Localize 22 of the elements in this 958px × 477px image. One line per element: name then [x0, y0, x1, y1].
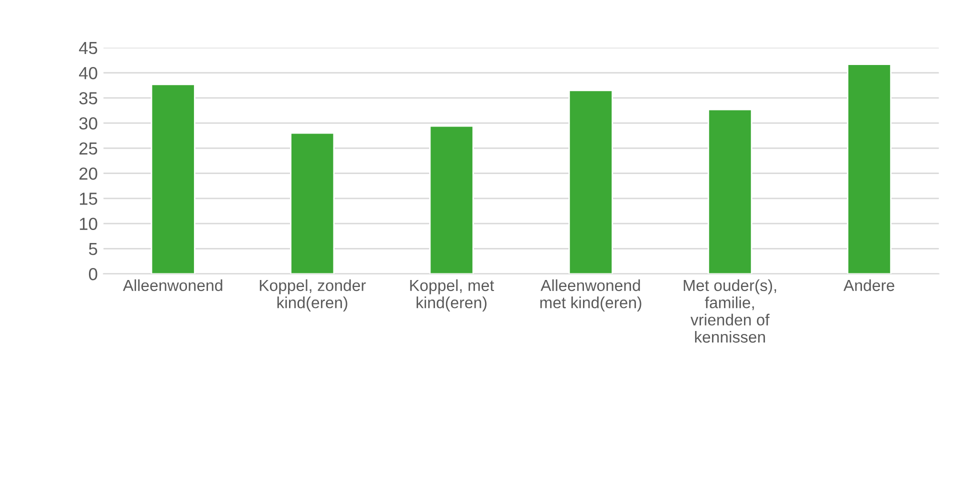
x-tick-label: Met ouder(s), familie, vrienden of kennissen: [684, 279, 776, 343]
bar: [568, 90, 614, 274]
y-tick-label: 40: [79, 66, 98, 80]
x-tick-label: Alleenwonend: [122, 279, 222, 292]
y-tick-label: 10: [80, 218, 98, 230]
bar: [708, 108, 752, 274]
bar: [290, 132, 335, 274]
y-tick-label: 30: [79, 117, 98, 130]
y-tick-label: 25: [79, 142, 98, 155]
bar: [846, 64, 892, 274]
y-tick-label: 0: [88, 268, 98, 280]
y-tick-label: 15: [80, 192, 98, 205]
x-tick-label: Andere: [844, 279, 894, 292]
bar: [150, 84, 196, 274]
x-tick-label: Alleenwonend met kind(eren): [540, 279, 642, 312]
x-tick-label: Koppel, met kind(eren): [410, 279, 494, 312]
y-tick-label: 35: [79, 92, 98, 104]
y-tick-label: 20: [79, 167, 98, 180]
x-tick-label: Koppel, zonder kind(eren): [260, 279, 366, 312]
y-tick-label: 45: [79, 42, 98, 54]
bar: [429, 125, 474, 274]
y-tick-label: 5: [88, 243, 98, 256]
